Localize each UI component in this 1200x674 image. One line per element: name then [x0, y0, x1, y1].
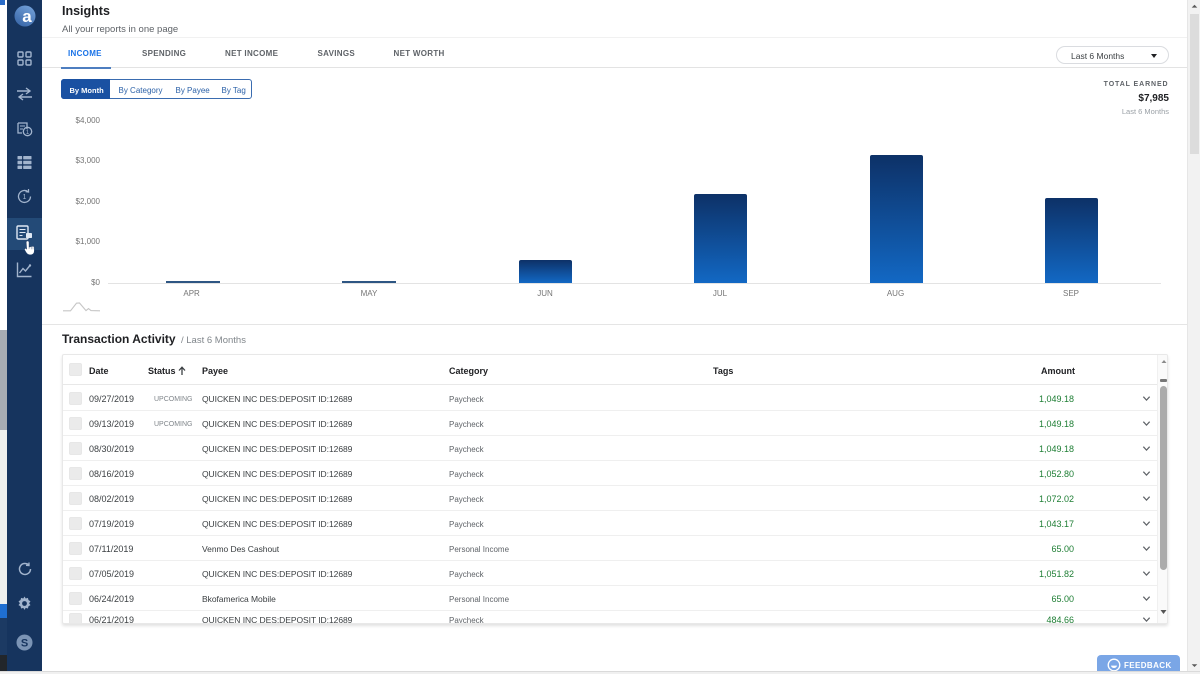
- svg-text:a: a: [22, 7, 32, 26]
- svg-text:1: 1: [23, 194, 27, 201]
- svg-text:1: 1: [26, 130, 30, 136]
- svg-text:S: S: [21, 638, 28, 650]
